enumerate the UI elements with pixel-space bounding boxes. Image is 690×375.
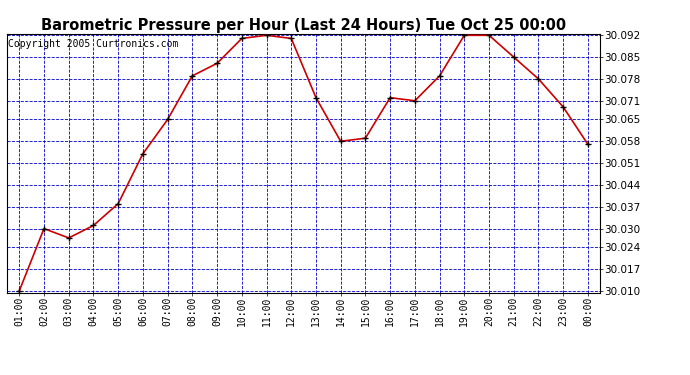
Title: Barometric Pressure per Hour (Last 24 Hours) Tue Oct 25 00:00: Barometric Pressure per Hour (Last 24 Ho… — [41, 18, 566, 33]
Text: Copyright 2005 Curtronics.com: Copyright 2005 Curtronics.com — [8, 39, 179, 49]
